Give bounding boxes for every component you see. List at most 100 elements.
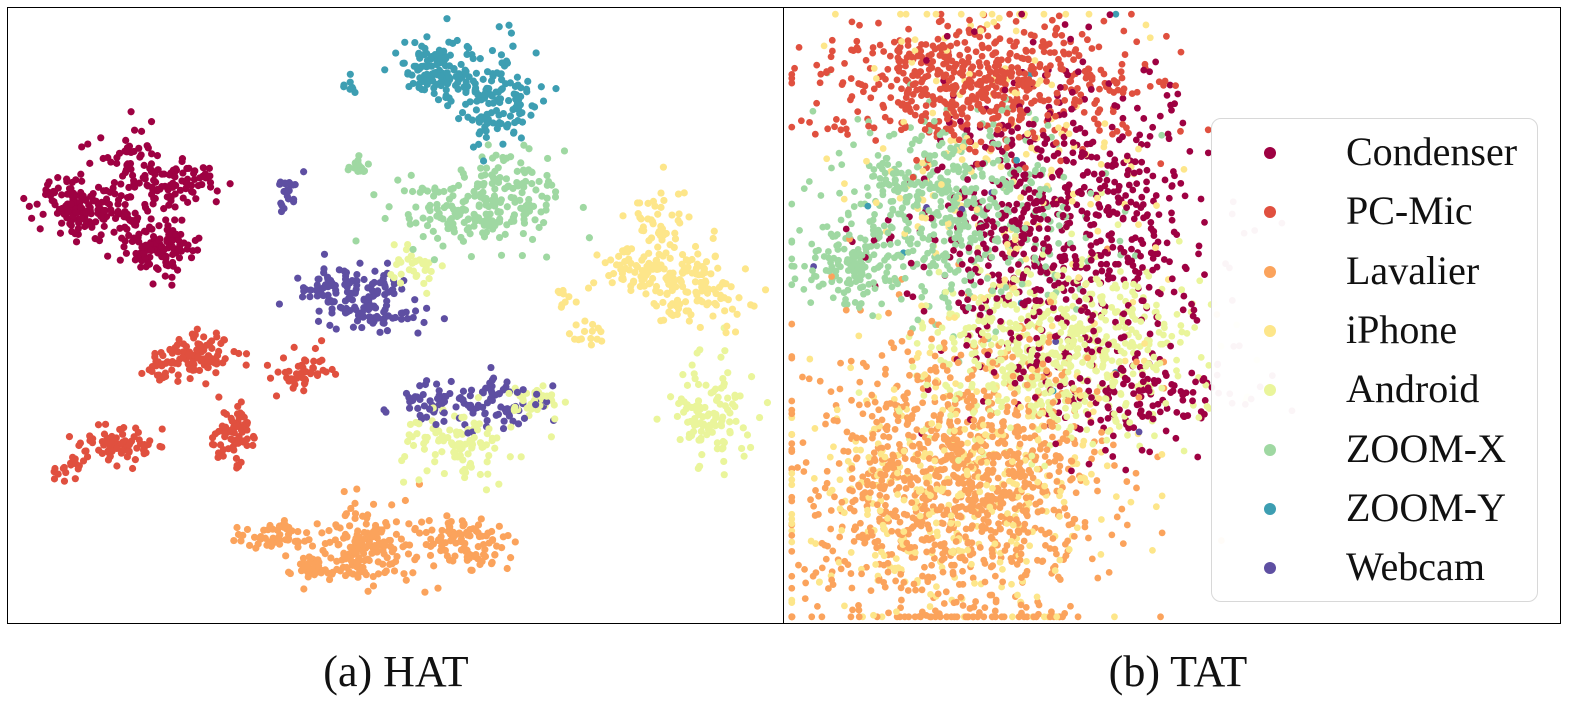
point-condenser xyxy=(139,174,147,182)
point-zoom-y xyxy=(447,97,455,105)
point-iphone xyxy=(828,486,836,494)
point-iphone xyxy=(625,255,633,263)
point-pc-mic xyxy=(186,375,194,383)
point-lavalier xyxy=(888,551,896,558)
point-iphone xyxy=(588,327,596,335)
point-zoom-x xyxy=(543,253,551,261)
point-condenser xyxy=(166,192,174,200)
point-lavalier xyxy=(1048,608,1055,616)
point-lavalier xyxy=(969,423,977,431)
point-lavalier xyxy=(918,586,926,594)
point-condenser xyxy=(971,214,978,222)
point-pc-mic xyxy=(1006,50,1014,58)
point-pc-mic xyxy=(886,117,894,125)
point-android xyxy=(421,266,429,275)
point-android xyxy=(505,389,513,398)
point-iphone xyxy=(709,234,717,243)
point-pc-mic xyxy=(966,16,973,24)
point-iphone xyxy=(704,299,713,307)
point-pc-mic xyxy=(119,430,127,438)
point-webcam xyxy=(374,314,382,322)
point-lavalier xyxy=(824,585,832,592)
point-condenser xyxy=(1131,158,1139,166)
point-pc-mic xyxy=(1052,112,1059,120)
point-pc-mic xyxy=(188,365,196,374)
point-condenser xyxy=(1170,288,1178,296)
point-android xyxy=(491,444,499,452)
point-condenser xyxy=(977,278,984,286)
point-zoom-x xyxy=(520,141,528,149)
point-condenser xyxy=(958,289,966,297)
point-lavalier xyxy=(351,499,359,507)
point-webcam xyxy=(419,390,427,399)
point-lavalier xyxy=(988,613,996,621)
point-pc-mic xyxy=(949,90,957,98)
point-condenser xyxy=(1096,203,1104,211)
point-lavalier xyxy=(504,531,512,540)
point-lavalier xyxy=(878,542,886,550)
point-lavalier xyxy=(988,535,996,543)
point-android xyxy=(397,270,405,278)
point-condenser xyxy=(137,263,145,271)
point-iphone xyxy=(674,305,683,313)
point-condenser xyxy=(1014,124,1021,132)
point-iphone xyxy=(983,21,991,29)
point-condenser xyxy=(1111,178,1119,186)
point-pc-mic xyxy=(1133,38,1141,46)
point-zoom-x xyxy=(811,254,819,262)
point-iphone xyxy=(680,189,688,197)
point-lavalier xyxy=(511,538,519,546)
point-lavalier xyxy=(402,576,410,584)
point-iphone xyxy=(561,298,569,306)
point-pc-mic xyxy=(81,447,89,455)
point-android xyxy=(676,436,684,444)
point-lavalier xyxy=(457,537,465,546)
point-pc-mic xyxy=(953,39,961,47)
point-iphone xyxy=(1153,202,1160,210)
point-webcam xyxy=(423,304,431,312)
point-iphone xyxy=(587,341,595,349)
point-pc-mic xyxy=(179,348,187,356)
point-iphone xyxy=(990,18,998,26)
point-iphone xyxy=(1008,580,1015,588)
point-zoom-x xyxy=(497,251,506,259)
point-lavalier xyxy=(495,522,503,530)
point-condenser xyxy=(984,351,992,359)
point-lavalier xyxy=(430,562,438,570)
point-zoom-x xyxy=(870,172,878,180)
point-iphone xyxy=(652,287,660,295)
point-condenser xyxy=(1084,308,1091,316)
point-webcam xyxy=(294,274,302,282)
point-zoom-x xyxy=(433,200,441,209)
point-zoom-x xyxy=(370,191,378,199)
point-iphone xyxy=(973,388,981,395)
point-condenser xyxy=(111,214,120,223)
point-zoom-x xyxy=(430,256,438,264)
point-lavalier xyxy=(939,362,947,370)
point-zoom-x xyxy=(503,221,511,229)
point-pc-mic xyxy=(1053,98,1061,106)
point-lavalier xyxy=(1056,454,1064,462)
point-webcam xyxy=(520,414,529,422)
point-lavalier xyxy=(988,591,996,599)
point-pc-mic xyxy=(929,101,937,108)
point-lavalier xyxy=(1055,468,1063,475)
point-condenser xyxy=(1108,123,1116,131)
point-iphone xyxy=(940,447,948,454)
point-condenser xyxy=(117,180,125,188)
point-pc-mic xyxy=(1022,48,1030,55)
point-iphone xyxy=(598,337,606,345)
point-iphone xyxy=(663,289,671,297)
point-iphone xyxy=(645,249,653,257)
point-lavalier xyxy=(891,425,899,433)
point-pc-mic xyxy=(853,37,861,45)
point-condenser xyxy=(964,176,972,183)
point-condenser xyxy=(161,254,169,262)
point-pc-mic xyxy=(986,68,994,76)
point-zoom-y xyxy=(461,69,470,77)
point-iphone xyxy=(840,195,848,203)
point-lavalier xyxy=(812,487,819,494)
point-zoom-y xyxy=(472,69,480,77)
point-condenser xyxy=(1090,221,1098,228)
point-iphone xyxy=(685,317,693,325)
